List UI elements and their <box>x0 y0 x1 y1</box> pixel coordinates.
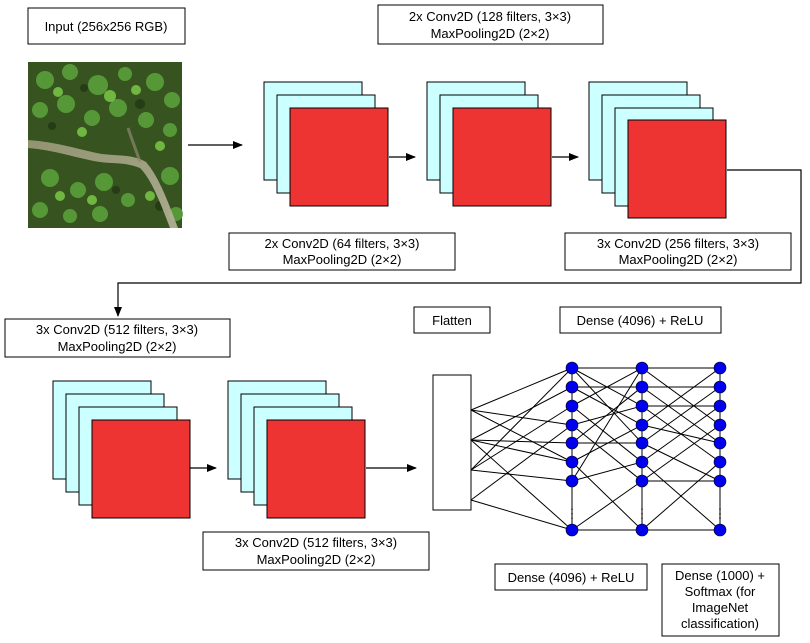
dense2-neuron-5 <box>635 455 649 469</box>
dense3-neuron-6 <box>713 474 727 488</box>
dense2-label-box: Dense (4096) + ReLU <box>494 563 648 591</box>
dense3-label-line3: ImageNet <box>692 600 749 615</box>
dense3-label-line2: Softmax (for <box>685 584 756 599</box>
dense3-label-box: Dense (1000) + Softmax (for ImageNet cla… <box>661 563 780 637</box>
dense3-label-line4: classification) <box>681 616 759 631</box>
block1-label-line2: MaxPooling2D (2×2) <box>283 252 402 267</box>
input-label: Input (256x256 RGB) <box>45 19 168 34</box>
block2-label-line2: MaxPooling2D (2×2) <box>431 26 550 41</box>
block4-label-box: 3x Conv2D (512 filters, 3×3) MaxPooling2… <box>4 318 231 358</box>
block3-label-box: 3x Conv2D (256 filters, 3×3) MaxPooling2… <box>564 232 792 271</box>
dense3-label-line1: Dense (1000) + <box>675 568 765 583</box>
dense3-ellipsis: ⋮ <box>714 506 727 521</box>
connection-dense2-dense3-10 <box>641 405 721 463</box>
block4-label-line1: 3x Conv2D (512 filters, 3×3) <box>36 322 198 337</box>
connection-flatten-dense1-6 <box>470 405 573 471</box>
dense1-neuron-5 <box>565 455 579 469</box>
connection-dense2-dense3-8 <box>641 386 721 444</box>
connection-dense2-dense3-6 <box>641 367 721 426</box>
dense2-ellipsis: ⋮ <box>636 506 649 521</box>
connection-flatten-dense1-2 <box>470 409 573 463</box>
dense1-neuron-7 <box>565 523 579 537</box>
feature-map-stack-block4 <box>52 380 191 519</box>
dense1-neuron-3 <box>565 418 579 432</box>
connection-flatten-dense1-4 <box>470 439 573 444</box>
connection-dense1-dense2-11 <box>571 424 643 463</box>
connection-flatten-dense1-0 <box>470 367 573 411</box>
feature-map-stack-block3 <box>588 81 727 219</box>
block1-label-line1: 2x Conv2D (64 filters, 3×3) <box>265 236 420 251</box>
connection-flatten-dense1-8 <box>470 424 573 501</box>
block2-label-box: 2x Conv2D (128 filters, 3×3) MaxPooling2… <box>377 4 604 45</box>
feature-map-stack-block5 <box>227 380 366 519</box>
dense1-neuron-1 <box>565 380 579 394</box>
dense2-neuron-6 <box>635 474 649 488</box>
input-label-box: Input (256x256 RGB) <box>27 7 186 45</box>
dense2-neuron-3 <box>635 418 649 432</box>
connection-dense2-dense3-9 <box>641 442 721 482</box>
dense2-label: Dense (4096) + ReLU <box>508 570 635 585</box>
flatten-label: Flatten <box>432 313 472 328</box>
connection-flatten-dense1-9 <box>470 499 573 531</box>
dense3-neuron-5 <box>713 455 727 469</box>
block5-label-line1: 3x Conv2D (512 filters, 3×3) <box>235 535 397 550</box>
connector-block3-to-block4 <box>114 169 802 317</box>
connection-dense1-dense2-8 <box>571 424 643 482</box>
flatten-layer <box>432 374 472 511</box>
connection-dense2-dense3-12 <box>641 424 721 482</box>
aerial-forest-image <box>28 62 183 228</box>
connection-flatten-dense1-7 <box>470 469 573 482</box>
dense3-neuron-3 <box>713 418 727 432</box>
connection-dense1-dense2-5 <box>571 367 643 407</box>
dense-network <box>470 361 727 537</box>
connection-flatten-dense1-1 <box>470 409 573 426</box>
dense1-label: Dense (4096) + ReLU <box>577 313 704 328</box>
connection-flatten-dense1-3 <box>470 386 573 441</box>
block1-label-box: 2x Conv2D (64 filters, 3×3) MaxPooling2D… <box>228 232 456 271</box>
dense1-neuron-4 <box>565 436 579 450</box>
connection-dense1-dense2-13 <box>571 461 643 482</box>
dense1-neuron-0 <box>565 361 579 375</box>
feature-map-stack-block1 <box>263 81 389 207</box>
connection-flatten-dense1-10 <box>470 367 573 471</box>
dense3-neuron-1 <box>713 380 727 394</box>
connection-dense1-dense2-12 <box>571 461 643 531</box>
connection-dense2-dense3-13 <box>641 461 721 531</box>
connection-dense1-dense2-16 <box>571 367 643 482</box>
block4-label-line2: MaxPooling2D (2×2) <box>58 339 177 354</box>
dense1-neuron-6 <box>565 474 579 488</box>
dense1-label-box: Dense (4096) + ReLU <box>559 306 722 334</box>
dense3-neuron-4 <box>713 436 727 450</box>
block3-label-line2: MaxPooling2D (2×2) <box>619 252 738 267</box>
connection-dense1-dense2-6 <box>571 405 643 463</box>
dense3-neuron-0 <box>713 361 727 375</box>
feature-map-stack-block2 <box>426 81 552 207</box>
dense3-neuron-2 <box>713 399 727 413</box>
dense2-neuron-0 <box>635 361 649 375</box>
connection-dense1-dense2-9 <box>571 386 643 444</box>
block5-label-line2: MaxPooling2D (2×2) <box>257 552 376 567</box>
dense1-neuron-2 <box>565 399 579 413</box>
dense2-neuron-2 <box>635 399 649 413</box>
connection-flatten-dense1-5 <box>470 439 573 531</box>
flatten-label-box: Flatten <box>413 306 491 334</box>
dense2-neuron-7 <box>635 523 649 537</box>
dense2-neuron-4 <box>635 436 649 450</box>
dense3-neuron-7 <box>713 523 727 537</box>
block5-label-box: 3x Conv2D (512 filters, 3×3) MaxPooling2… <box>202 531 430 571</box>
connection-dense1-dense2-14 <box>571 480 643 531</box>
connection-dense1-dense2-4 <box>571 386 643 426</box>
block2-label-line1: 2x Conv2D (128 filters, 3×3) <box>409 9 571 24</box>
block3-label-line1: 3x Conv2D (256 filters, 3×3) <box>597 236 759 251</box>
dense1-ellipsis: ⋮ <box>566 506 579 521</box>
dense2-neuron-1 <box>635 380 649 394</box>
connection-flatten-dense1-11 <box>470 439 573 463</box>
